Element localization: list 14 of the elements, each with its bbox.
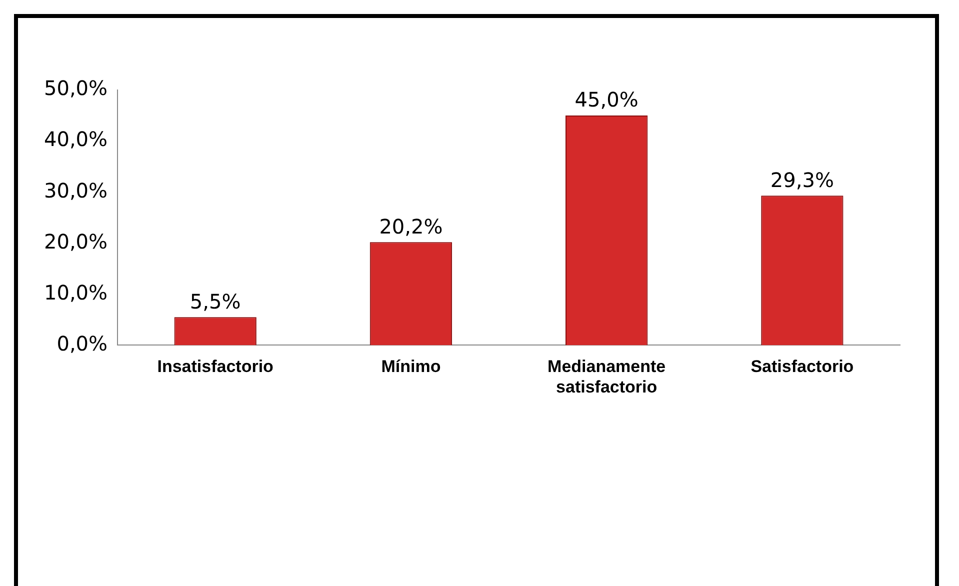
x-tick-label: Mínimo [381, 357, 441, 376]
y-tick-label: 40,0% [44, 127, 108, 152]
y-tick-label: 10,0% [44, 280, 108, 304]
y-tick-label: 0,0% [56, 331, 108, 356]
x-tick-label: Medianamente satisfactorio [548, 357, 666, 396]
x-tick-label: Satisfactorio [750, 357, 854, 376]
y-tick-label: 30,0% [44, 178, 108, 202]
y-tick-label: 20,0% [44, 229, 108, 254]
x-tick-label: Insatisfactorio [157, 357, 274, 376]
data-label: 29,3% [770, 168, 834, 192]
y-tick-label: 50,0% [44, 76, 108, 100]
data-label: 45,0% [574, 88, 638, 112]
data-label: 20,2% [379, 214, 443, 238]
data-label: 5,5% [190, 289, 241, 314]
